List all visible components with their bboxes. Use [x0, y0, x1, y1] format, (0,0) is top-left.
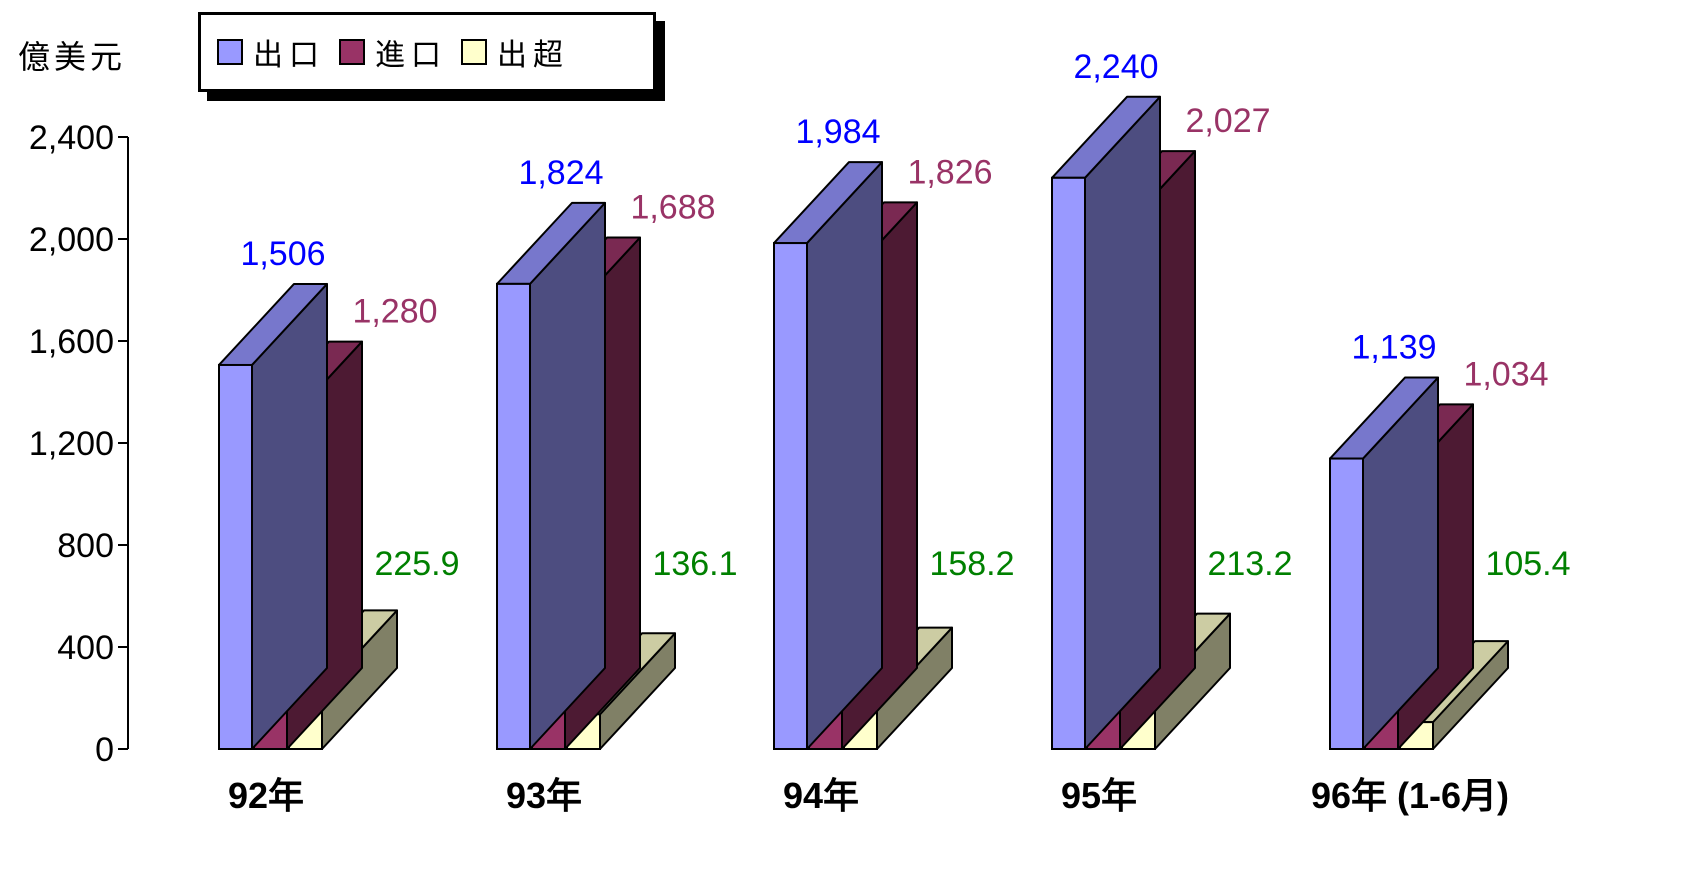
data-label-surplus: 105.4 [1485, 545, 1570, 583]
data-label-surplus: 158.2 [929, 545, 1014, 583]
data-label-surplus: 225.9 [374, 545, 459, 583]
legend-label-surplus: 出超 [497, 38, 569, 73]
x-category-label: 92年 [228, 775, 304, 816]
data-label-export: 1,139 [1351, 329, 1436, 367]
y-tick-label: 1,200 [29, 425, 114, 463]
data-label-export: 1,984 [795, 113, 880, 151]
bar-export-side [529, 201, 606, 750]
y-tick-label: 0 [95, 731, 114, 769]
bar-export [1329, 457, 1364, 750]
bar-export-side [806, 161, 883, 750]
data-label-surplus: 136.1 [652, 545, 737, 583]
data-label-import: 1,034 [1463, 355, 1548, 393]
legend: 出口 進口 出超 [198, 12, 656, 92]
y-unit-label: 億美元 [18, 38, 127, 76]
bar-export [218, 363, 253, 750]
legend-item-export: 出口 [217, 30, 325, 74]
bar-export [1051, 176, 1086, 751]
y-tick-label: 2,000 [29, 221, 114, 259]
bar-export-side [1084, 95, 1161, 750]
bar-export [496, 282, 531, 750]
y-tick-label: 2,400 [29, 119, 114, 157]
legend-label-import: 進口 [375, 38, 447, 73]
legend-item-import: 進口 [339, 30, 447, 74]
x-category-label: 94年 [783, 775, 859, 816]
data-label-export: 2,240 [1073, 48, 1158, 86]
legend-swatch-export [217, 39, 243, 65]
x-category-label: 96年 (1-6月) [1311, 775, 1509, 816]
y-tick-label: 800 [57, 527, 114, 565]
data-label-surplus: 213.2 [1207, 545, 1292, 583]
data-label-import: 1,826 [907, 153, 992, 191]
y-tick-label: 1,600 [29, 323, 114, 361]
data-label-export: 1,506 [240, 235, 325, 273]
x-category-label: 95年 [1061, 775, 1137, 816]
bar-export [773, 242, 808, 751]
data-label-export: 1,824 [518, 154, 603, 192]
x-category-label: 93年 [506, 775, 582, 816]
data-label-import: 1,280 [352, 293, 437, 331]
legend-label-export: 出口 [253, 38, 325, 73]
legend-swatch-surplus [461, 39, 487, 65]
legend-swatch-import [339, 39, 365, 65]
data-label-import: 1,688 [630, 189, 715, 227]
legend-item-surplus: 出超 [461, 30, 569, 74]
y-tick-label: 400 [57, 629, 114, 667]
data-label-import: 2,027 [1185, 102, 1270, 140]
